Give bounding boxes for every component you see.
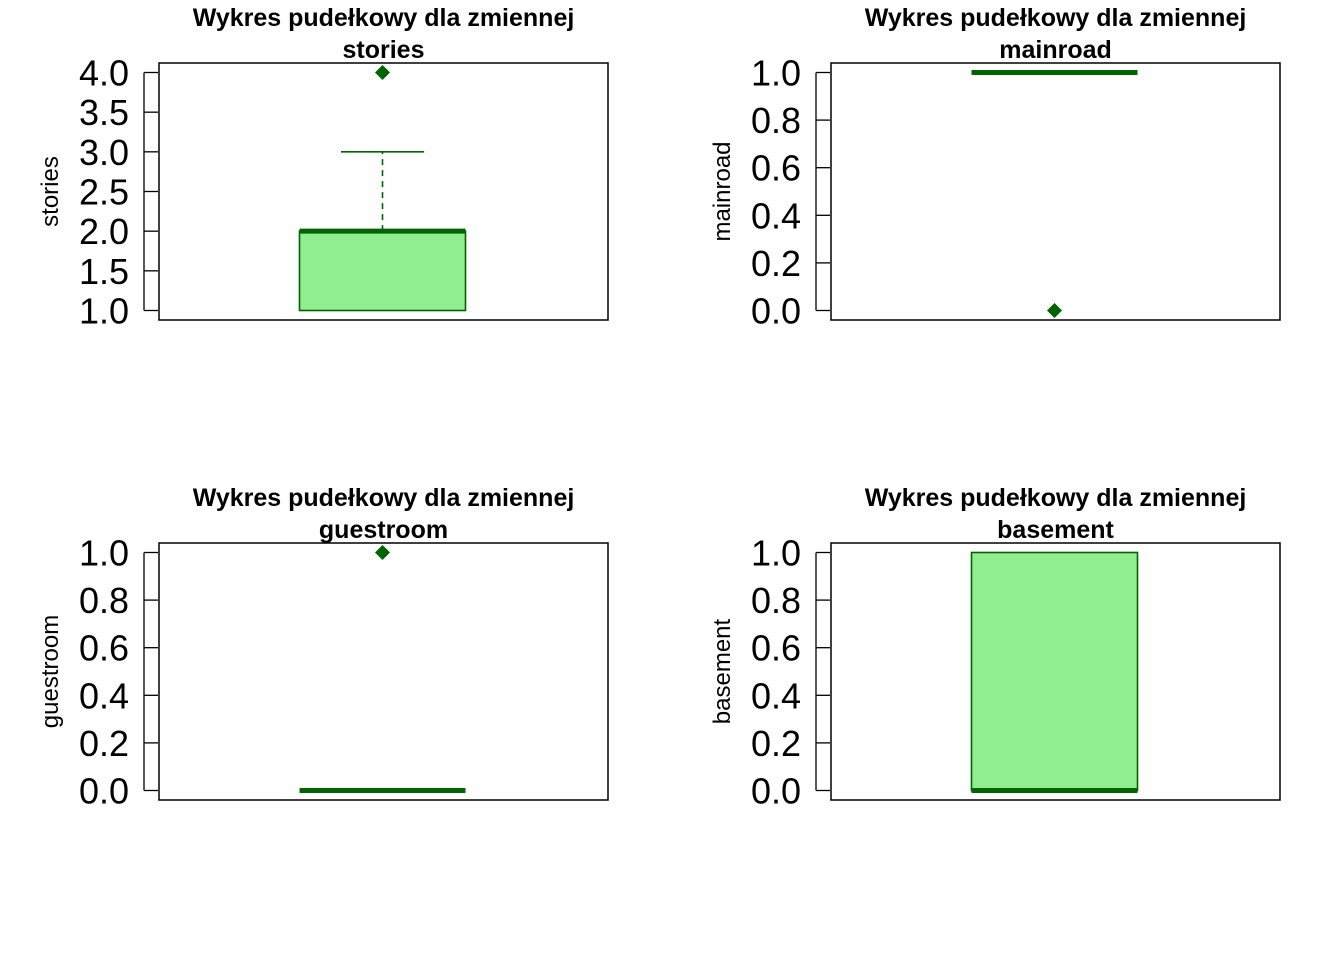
plot-frame [830,542,1281,801]
iqr-box [970,551,1139,792]
y-tick-label: 2.5 [79,172,129,213]
y-tick-label: 1.0 [79,291,129,332]
y-tick-label: 2.0 [79,211,129,252]
y-axis-label: basement [709,618,736,724]
y-tick-label: 4.0 [79,53,129,94]
boxplot-panel-basement: Wykres pudełkowy dla zmiennej basement bas… [709,484,1281,812]
y-tick-label: 0.2 [751,723,801,764]
chart-subtitle: mainroad [999,36,1112,64]
iqr-box [298,230,467,312]
outlier-point [375,65,390,80]
y-tick-label: 0.4 [79,675,129,716]
plot-frame [158,542,609,801]
y-axis-label: mainroad [709,141,736,241]
y-tick-label: 1.0 [79,533,129,574]
y-tick-label: 0.0 [751,291,801,332]
y-tick-label: 1.5 [79,251,129,292]
y-tick-label: 0.6 [751,628,801,669]
y-tick-label: 0.2 [79,723,129,764]
chart-title: Wykres pudełkowy dla zmiennej [193,484,575,512]
y-tick-label: 0.8 [751,580,801,621]
y-tick-label: 3.0 [79,132,129,173]
plot-frame [830,62,1281,321]
chart-title: Wykres pudełkowy dla zmiennej [865,484,1247,512]
y-tick-label: 0.8 [751,100,801,141]
plot-frame [158,62,609,321]
y-tick-label: 1.0 [751,53,801,94]
chart-title: Wykres pudełkowy dla zmiennej [193,4,575,32]
y-tick-label: 0.6 [79,628,129,669]
boxplot-panel-guestroom: Wykres pudełkowy dla zmiennej guestroom gu… [37,484,609,812]
y-tick-label: 0.0 [751,771,801,812]
chart-subtitle: guestroom [319,516,448,544]
y-tick-label: 0.4 [751,675,801,716]
y-tick-label: 0.8 [79,580,129,621]
y-tick-label: 3.5 [79,92,129,133]
boxplot-panel-stories: Wykres pudełkowy dla zmiennej stories stor… [37,4,609,332]
y-axis-label: stories [37,156,64,227]
y-tick-label: 0.0 [79,771,129,812]
chart-subtitle: stories [343,36,425,64]
y-tick-label: 0.4 [751,195,801,236]
outlier-point [375,545,390,560]
chart-title: Wykres pudełkowy dla zmiennej [865,4,1247,32]
chart-subtitle: basement [997,516,1114,544]
y-tick-label: 0.6 [751,148,801,189]
y-tick-label: 0.2 [751,243,801,284]
outlier-point [1047,303,1062,318]
boxplot-panel-mainroad: Wykres pudełkowy dla zmiennej mainroad mai… [709,4,1281,332]
y-axis-label: guestroom [37,615,64,728]
y-tick-label: 1.0 [751,533,801,574]
